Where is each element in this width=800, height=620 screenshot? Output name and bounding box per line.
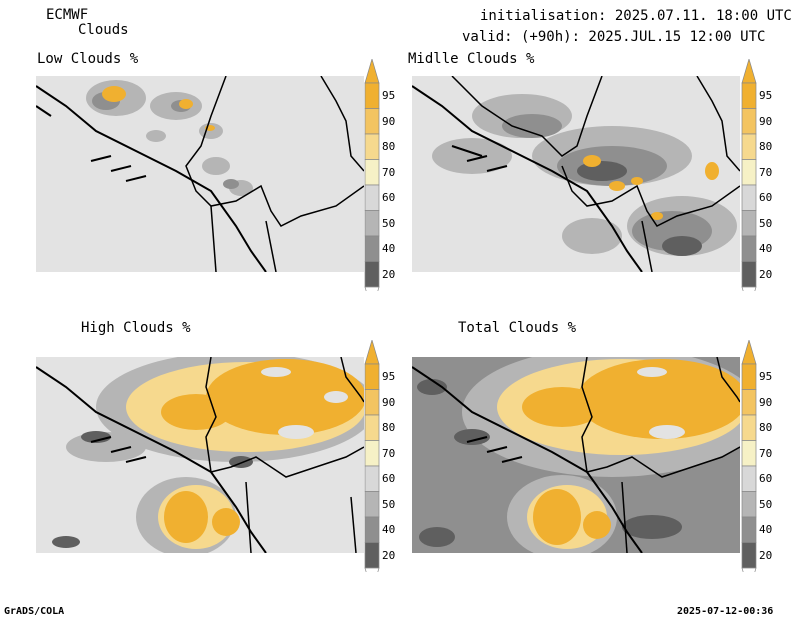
colorbar-top-arrow (364, 340, 380, 365)
colorbar-swatch (741, 414, 757, 441)
total-clouds-map (412, 357, 740, 553)
total-clouds-title: Total Clouds % (458, 320, 577, 336)
colorbar-bottom-arrow (364, 286, 380, 291)
footer-software: GrADS/COLA (4, 606, 65, 617)
colorbar-level-label: 60 (382, 191, 396, 205)
colorbar-level-label: 80 (759, 421, 773, 435)
colorbar-level-label: 95 (759, 89, 773, 103)
colorbar-bottom-arrow (741, 286, 757, 291)
colorbar-level-label: 40 (759, 242, 773, 256)
colorbar-swatch (364, 389, 380, 416)
colorbar-swatch (741, 389, 757, 416)
product-name: Clouds (78, 22, 129, 38)
colorbar-swatch (741, 363, 757, 390)
colorbar-swatch (364, 82, 380, 109)
model-name: ECMWF (46, 7, 89, 23)
colorbar-swatch (364, 465, 380, 492)
colorbar-bottom-arrow (364, 567, 380, 572)
colorbar-swatch (741, 465, 757, 492)
colorbar-swatch (741, 261, 757, 288)
colorbar-swatch (741, 516, 757, 543)
colorbar-swatch (741, 440, 757, 467)
colorbar-swatch (364, 542, 380, 569)
colorbar-level-label: 40 (382, 242, 396, 256)
colorbar-swatch (364, 261, 380, 288)
middle-clouds-title: Midlle Clouds % (408, 51, 535, 67)
colorbar-top-left: 95 90 80 70 60 50 40 20 (364, 59, 424, 291)
colorbar-level-label: 95 (382, 89, 396, 103)
colorbar-swatch (741, 491, 757, 518)
colorbar-level-label: 90 (759, 395, 773, 409)
valid-time: valid: (+90h): 2025.JUL.15 12:00 UTC (462, 29, 766, 45)
colorbar-level-label: 20 (382, 267, 396, 281)
low-clouds-title: Low Clouds % (37, 51, 139, 67)
colorbar-level-label: 70 (382, 165, 396, 179)
colorbar-bottom-arrow (741, 567, 757, 572)
colorbar-swatch (364, 414, 380, 441)
colorbar-swatch (364, 516, 380, 543)
colorbar-swatch (741, 133, 757, 160)
colorbar-swatch (364, 235, 380, 262)
colorbar-swatch (741, 159, 757, 186)
colorbar-swatch (364, 363, 380, 390)
colorbar-level-label: 80 (382, 421, 396, 435)
colorbar-swatch (741, 82, 757, 109)
colorbar-level-label: 60 (759, 472, 773, 486)
colorbar-swatch (741, 542, 757, 569)
colorbar-level-label: 20 (382, 548, 396, 562)
footer-timestamp: 2025-07-12-00:36 (677, 606, 774, 617)
colorbar-level-label: 50 (382, 497, 396, 511)
colorbar-top-arrow (741, 340, 757, 365)
colorbar-swatch (364, 159, 380, 186)
colorbar-level-label: 50 (759, 216, 773, 230)
colorbar-swatch (741, 235, 757, 262)
colorbar-level-label: 60 (382, 472, 396, 486)
colorbar-level-label: 90 (382, 114, 396, 128)
colorbar-level-label: 20 (759, 548, 773, 562)
colorbar-swatch (364, 210, 380, 237)
colorbar-level-label: 80 (382, 140, 396, 154)
colorbar-swatch (364, 440, 380, 467)
colorbar-level-label: 70 (759, 446, 773, 460)
colorbar-level-label: 20 (759, 267, 773, 281)
colorbar-level-label: 40 (759, 523, 773, 537)
colorbar-level-label: 90 (759, 114, 773, 128)
colorbar-top-right: 95 90 80 70 60 50 40 20 (741, 59, 800, 291)
colorbar-level-label: 40 (382, 523, 396, 537)
colorbar-level-label: 80 (759, 140, 773, 154)
colorbar-level-label: 95 (382, 370, 396, 384)
colorbar-bottom-left: 95 90 80 70 60 50 40 20 (364, 340, 424, 572)
colorbar-swatch (364, 184, 380, 211)
high-clouds-title: High Clouds % (81, 320, 191, 336)
colorbar-bottom-right: 95 90 80 70 60 50 40 20 (741, 340, 800, 572)
colorbar-level-label: 60 (759, 191, 773, 205)
low-clouds-map (36, 76, 364, 272)
colorbar-level-label: 70 (382, 446, 396, 460)
colorbar-level-label: 50 (759, 497, 773, 511)
colorbar-swatch (364, 133, 380, 160)
colorbar-level-label: 95 (759, 370, 773, 384)
colorbar-swatch (364, 108, 380, 135)
colorbar-top-arrow (741, 59, 757, 84)
middle-clouds-map (412, 76, 740, 272)
colorbar-swatch (364, 491, 380, 518)
colorbar-level-label: 50 (382, 216, 396, 230)
colorbar-swatch (741, 184, 757, 211)
colorbar-level-label: 90 (382, 395, 396, 409)
colorbar-swatch (741, 108, 757, 135)
colorbar-top-arrow (364, 59, 380, 84)
init-time: initialisation: 2025.07.11. 18:00 UTC (480, 8, 792, 24)
colorbar-swatch (741, 210, 757, 237)
colorbar-level-label: 70 (759, 165, 773, 179)
high-clouds-map (36, 357, 364, 553)
